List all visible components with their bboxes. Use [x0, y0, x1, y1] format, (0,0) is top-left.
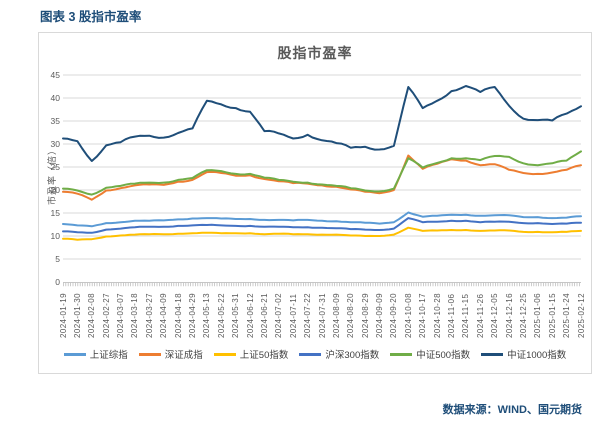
series-line-中证1000指数: [62, 85, 582, 162]
x-tick-label: 2024-11-06: [447, 293, 456, 338]
x-tick-label: 2024-11-26: [475, 293, 485, 338]
x-tick-label: 2024-10-08: [403, 293, 413, 338]
figure-caption: 图表 3 股指市盈率: [40, 10, 142, 24]
legend-item-上证50指数: 上证50指数: [213, 347, 289, 361]
series-line-中证500指数: [62, 150, 582, 196]
x-tick-label: 2024-12-16: [504, 293, 514, 338]
y-tick-label: 15: [50, 208, 60, 218]
x-tick-label: 2024-03-07: [116, 293, 126, 338]
series-line-上证50指数: [62, 226, 582, 241]
x-tick-label: 2024-12-25: [518, 293, 528, 338]
y-axis-title: 市盈率（倍）: [47, 144, 57, 205]
x-tick-label: 2024-07-22: [303, 293, 313, 338]
y-tick-label: 35: [50, 116, 60, 126]
y-tick-label: 30: [50, 139, 60, 149]
x-tick-label: 2024-10-17: [418, 293, 428, 338]
plot-area: [62, 74, 582, 287]
legend-label: 上证综指: [89, 350, 128, 361]
x-tick-label: 2024-10-28: [432, 293, 442, 338]
series-line-上证综指: [62, 211, 582, 228]
legend-label: 中证500指数: [416, 350, 471, 361]
x-tick-label: 2024-04-09: [159, 293, 169, 338]
legend-line-swatch: [481, 352, 504, 356]
series-line-沪深300指数: [62, 217, 582, 234]
x-tick-label: 2024-12-05: [490, 293, 500, 338]
y-tick-label: 40: [50, 93, 60, 103]
legend-line-swatch: [63, 352, 86, 356]
series-line-深证成指: [62, 154, 582, 201]
x-tick-label: 2024-02-27: [101, 293, 111, 338]
legend-item-上证综指: 上证综指: [63, 347, 128, 361]
x-tick-label: 2024-01-19: [58, 293, 68, 338]
legend-line-swatch: [390, 352, 413, 356]
x-tick-label: 2024-03-18: [130, 293, 140, 338]
x-tick-label: 2024-04-18: [173, 293, 183, 338]
legend-item-中证500指数: 中证500指数: [390, 347, 470, 361]
legend-item-中证1000指数: 中证1000指数: [481, 347, 566, 361]
legend-line-swatch: [138, 352, 161, 356]
chart-title: 股指市盈率: [277, 45, 353, 61]
x-tick-label: 2024-08-20: [346, 293, 356, 338]
x-tick-label: 2024-02-08: [87, 293, 97, 338]
x-tick-label: 2024-05-31: [231, 293, 241, 338]
legend-label: 中证1000指数: [507, 350, 567, 361]
legend-item-深证成指: 深证成指: [138, 347, 203, 361]
x-tick-label: 2024-07-31: [317, 293, 327, 338]
legend-line-swatch: [213, 352, 236, 356]
legend-line-swatch: [299, 352, 322, 356]
x-tick-label: 2025-01-24: [562, 293, 572, 338]
y-tick-label: 0: [55, 277, 60, 287]
x-tick-label: 2024-01-30: [72, 293, 82, 338]
legend-item-沪深300指数: 沪深300指数: [299, 347, 379, 361]
y-tick-label: 45: [50, 70, 60, 80]
data-source-note: 数据来源：WIND、国元期货: [442, 404, 582, 416]
chart-container: 股指市盈率 0 5 10 15 20 25 30 35 40 45 市盈率（倍） 2024-01-…: [38, 32, 592, 374]
x-tick-label: 2025-02-12: [576, 293, 586, 338]
x-tick-label: 2024-07-11: [288, 293, 298, 338]
x-tick-label: 2024-11-15: [461, 293, 471, 338]
y-tick-label: 10: [50, 231, 60, 241]
legend-label: 沪深300指数: [325, 350, 380, 361]
x-tick-label: 2025-01-06: [533, 293, 543, 338]
x-tick-label: 2024-07-02: [274, 293, 284, 338]
x-tick-label: 2025-01-15: [547, 293, 557, 338]
x-tick-label: 2024-06-21: [259, 293, 269, 338]
x-tick-label: 2024-04-29: [188, 293, 197, 338]
chart-legend: 上证综指 深证成指 上证50指数 沪深300指数 中证500指数 中证1000指数: [39, 347, 591, 361]
y-tick-label: 5: [55, 254, 60, 264]
legend-label: 上证50指数: [239, 350, 289, 361]
x-tick-label: 2024-06-12: [245, 293, 255, 338]
x-tick-label: 2024-05-22: [216, 293, 226, 338]
x-tick-label: 2024-09-09: [375, 293, 385, 338]
y-tick-label: 25: [50, 162, 60, 172]
x-tick-label: 2024-03-27: [144, 293, 154, 338]
x-tick-label: 2024-09-20: [389, 293, 399, 338]
x-tick-label: 2024-08-09: [331, 293, 341, 338]
x-tick-label: 2024-05-13: [202, 293, 212, 338]
x-tick-label: 2024-08-29: [360, 293, 370, 338]
y-tick-label: 20: [50, 185, 60, 195]
legend-label: 深证成指: [164, 350, 203, 361]
